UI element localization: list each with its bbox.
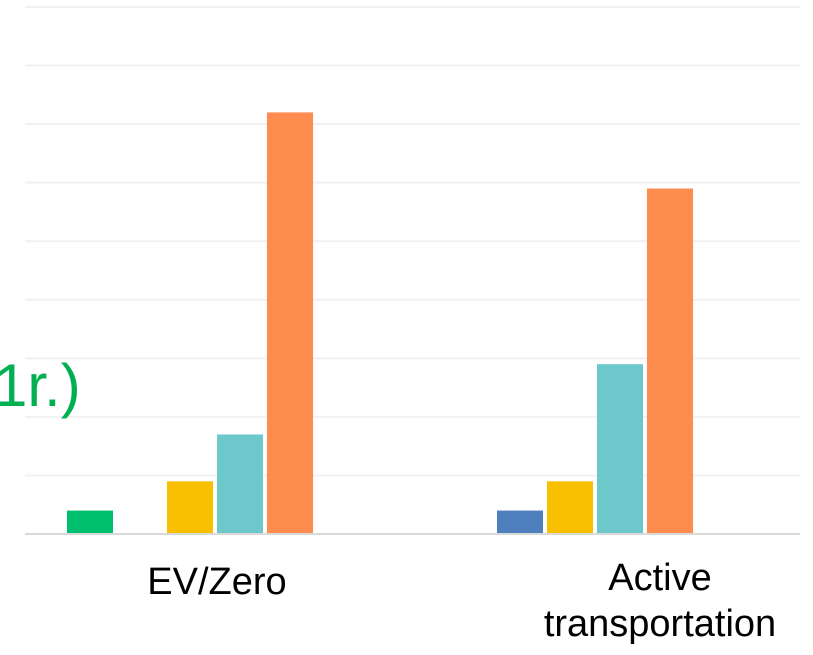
- category-label-line: Active: [608, 557, 711, 599]
- gridlines: [25, 6, 800, 477]
- bar: [267, 112, 313, 535]
- bar: [217, 434, 263, 534]
- cropped-left-text: 1r.): [0, 352, 81, 419]
- category-label-line: transportation: [544, 603, 776, 645]
- category-label: EV/Zero: [147, 561, 286, 603]
- bar: [497, 510, 543, 534]
- category-label: Active transportation: [544, 557, 776, 645]
- bar: [167, 481, 213, 534]
- bar: [67, 510, 113, 534]
- category-label-line: EV/Zero: [147, 561, 286, 603]
- category-labels: EV/Zero Active transportation: [147, 557, 776, 645]
- bar: [597, 364, 643, 534]
- bar: [647, 188, 693, 534]
- bars: [67, 112, 693, 535]
- bar: [547, 481, 593, 534]
